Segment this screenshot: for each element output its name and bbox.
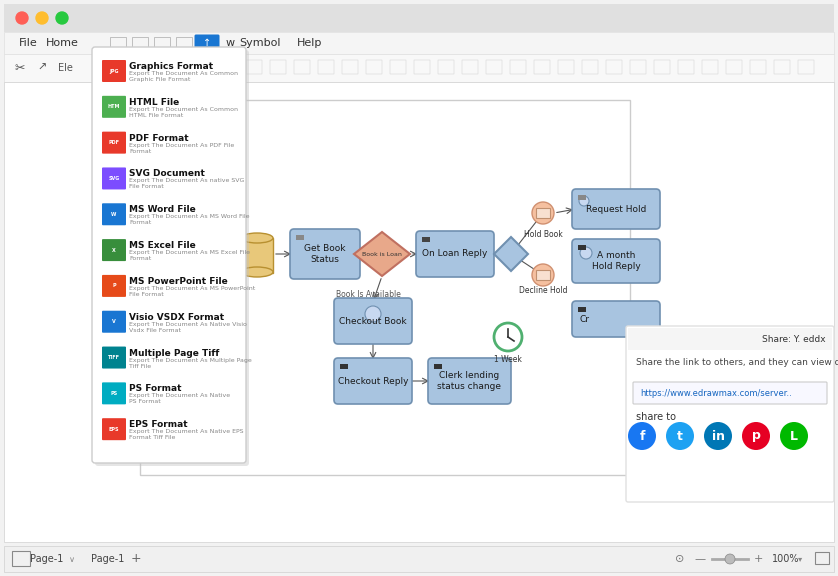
Text: File Format: File Format — [129, 292, 163, 297]
Bar — [154, 37, 170, 49]
Bar — [132, 37, 148, 49]
FancyBboxPatch shape — [102, 203, 126, 225]
Text: Clerk lending
status change: Clerk lending status change — [437, 372, 501, 391]
Text: ▾: ▾ — [798, 555, 802, 563]
Text: 100%: 100% — [773, 554, 799, 564]
FancyBboxPatch shape — [92, 47, 246, 463]
Circle shape — [494, 323, 522, 351]
Text: L: L — [790, 430, 798, 442]
Bar — [366, 60, 382, 74]
Text: Book is Loan: Book is Loan — [362, 252, 402, 256]
Bar — [4, 32, 834, 54]
Bar — [222, 60, 238, 74]
Circle shape — [628, 422, 656, 450]
Text: MS Excel File: MS Excel File — [129, 241, 196, 250]
FancyBboxPatch shape — [572, 301, 660, 337]
Text: p: p — [752, 430, 760, 442]
Bar — [654, 60, 670, 74]
Text: Export The Document As Multiple Page: Export The Document As Multiple Page — [129, 358, 251, 362]
Bar — [536, 270, 550, 280]
Text: X: X — [112, 248, 116, 253]
Text: Export The Document As Native Visio: Export The Document As Native Visio — [129, 322, 247, 327]
Bar — [294, 60, 310, 74]
FancyBboxPatch shape — [290, 229, 360, 279]
Text: SVG: SVG — [108, 176, 120, 181]
Bar — [534, 60, 550, 74]
Text: Page-1: Page-1 — [91, 554, 125, 564]
Bar — [296, 235, 304, 240]
FancyBboxPatch shape — [334, 298, 412, 344]
Text: Decline Hold: Decline Hold — [519, 286, 567, 295]
Bar — [536, 208, 550, 218]
Bar — [4, 4, 834, 32]
Text: Share: Y. eddx: Share: Y. eddx — [763, 335, 826, 343]
Text: HTML File: HTML File — [129, 98, 179, 107]
FancyBboxPatch shape — [102, 168, 126, 190]
Text: Format: Format — [129, 149, 151, 154]
FancyBboxPatch shape — [572, 239, 660, 283]
Text: ⊙: ⊙ — [675, 554, 685, 564]
FancyBboxPatch shape — [102, 382, 126, 404]
Text: Ele: Ele — [58, 63, 72, 73]
Circle shape — [725, 554, 735, 564]
Text: A month
Hold Reply: A month Hold Reply — [592, 251, 640, 271]
Bar — [438, 60, 454, 74]
Circle shape — [579, 196, 589, 206]
FancyBboxPatch shape — [102, 310, 126, 333]
Bar — [815, 552, 829, 564]
Bar — [246, 60, 262, 74]
Text: File: File — [18, 38, 38, 48]
FancyBboxPatch shape — [102, 418, 126, 440]
Text: P: P — [112, 283, 116, 289]
Text: —: — — [695, 554, 706, 564]
Polygon shape — [354, 232, 410, 276]
Bar — [4, 54, 834, 82]
Bar — [558, 60, 574, 74]
FancyBboxPatch shape — [572, 189, 660, 229]
Text: Export The Document As MS Word File: Export The Document As MS Word File — [129, 214, 250, 219]
Polygon shape — [494, 237, 528, 271]
Bar — [4, 82, 834, 542]
Text: Multiple Page Tiff: Multiple Page Tiff — [129, 348, 220, 358]
FancyBboxPatch shape — [626, 326, 834, 502]
Bar — [630, 60, 646, 74]
Text: +: + — [131, 552, 142, 566]
Text: MS PowerPoint File: MS PowerPoint File — [129, 277, 228, 286]
Text: Hold Book: Hold Book — [524, 230, 562, 239]
Text: ↑: ↑ — [203, 38, 211, 48]
Text: PDF Format: PDF Format — [129, 134, 189, 143]
Bar — [140, 100, 630, 475]
Text: +: + — [753, 554, 763, 564]
Text: Vsdx File Format: Vsdx File Format — [129, 328, 181, 333]
Bar — [628, 328, 832, 350]
Text: Export The Document As Common: Export The Document As Common — [129, 71, 238, 76]
Text: Page-1: Page-1 — [30, 554, 64, 564]
Bar — [12, 551, 30, 566]
Circle shape — [16, 12, 28, 24]
Text: Graphic File Format: Graphic File Format — [129, 77, 190, 82]
Text: MS Word File: MS Word File — [129, 205, 196, 214]
Text: f: f — [639, 430, 644, 442]
Text: Export The Document As MS Excel File: Export The Document As MS Excel File — [129, 250, 250, 255]
Circle shape — [36, 12, 48, 24]
Bar — [422, 237, 430, 242]
Text: Format: Format — [129, 256, 151, 261]
FancyBboxPatch shape — [428, 358, 511, 404]
Bar — [750, 60, 766, 74]
Text: V: V — [112, 319, 116, 324]
Bar — [606, 60, 622, 74]
FancyBboxPatch shape — [102, 96, 126, 118]
Text: PS Format: PS Format — [129, 384, 182, 393]
Bar — [241, 238, 273, 273]
Text: EPS Format: EPS Format — [129, 420, 188, 429]
Text: TIFF: TIFF — [108, 355, 120, 360]
Text: in: in — [711, 430, 725, 442]
Bar — [774, 60, 790, 74]
FancyBboxPatch shape — [95, 50, 249, 466]
Text: Home: Home — [45, 38, 79, 48]
Text: share to: share to — [636, 412, 676, 422]
Text: Export The Document As Native: Export The Document As Native — [129, 393, 230, 399]
Text: JPG: JPG — [109, 69, 119, 74]
